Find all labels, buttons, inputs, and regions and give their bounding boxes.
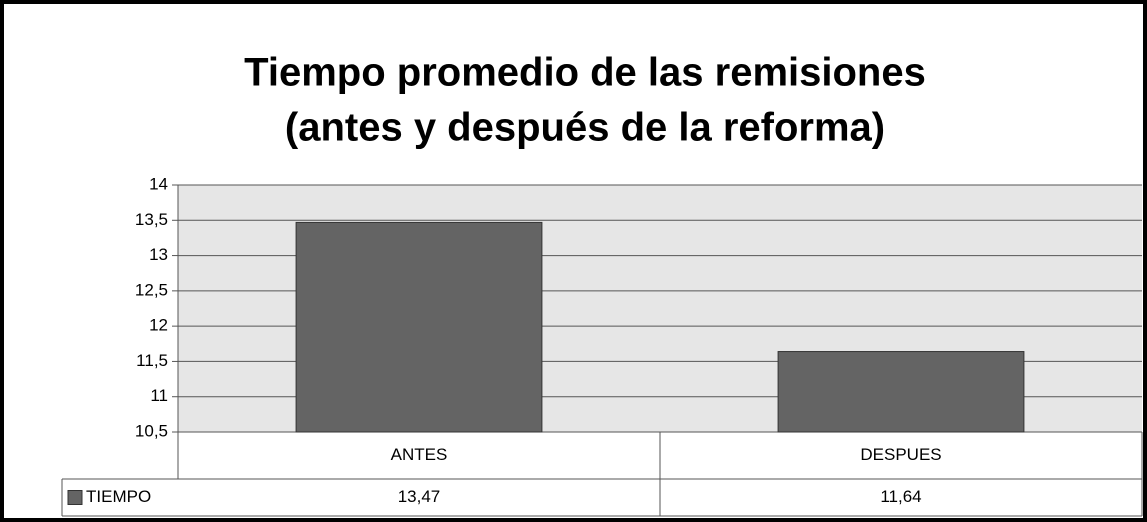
y-tick-label: 14 [149,174,168,193]
x-tick-label: ANTES [391,445,448,464]
y-tick-label: 11,5 [136,351,168,370]
y-tick-label: 10,5 [135,421,168,440]
chart-title: Tiempo promedio de las remisiones [244,51,926,95]
x-tick-label: DESPUES [860,445,941,464]
bar [777,351,1025,433]
data-table-value: 13,47 [398,487,441,506]
y-tick-label: 12 [149,316,168,335]
y-tick-label: 11 [150,386,168,405]
chart-title: (antes y después de la reforma) [285,106,885,150]
bar [295,221,543,433]
y-tick-label: 13 [149,245,168,264]
y-tick-label: 12,5 [135,280,168,299]
data-table-value: 11,64 [880,487,921,506]
legend-label: TIEMPO [86,487,151,506]
y-tick-label: 13,5 [135,210,168,229]
legend-swatch [67,490,83,505]
